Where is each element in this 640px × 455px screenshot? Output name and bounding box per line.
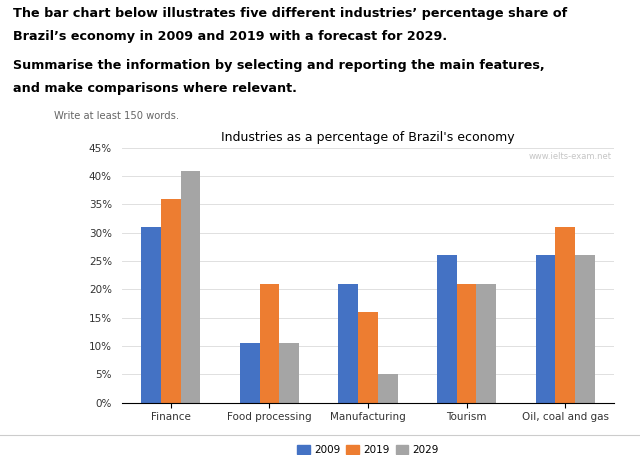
Text: and make comparisons where relevant.: and make comparisons where relevant.: [13, 82, 297, 95]
Bar: [536, 255, 556, 403]
Bar: [556, 227, 575, 403]
Bar: [279, 343, 299, 403]
Title: Industries as a percentage of Brazil's economy: Industries as a percentage of Brazil's e…: [221, 131, 515, 144]
Bar: [457, 284, 476, 403]
Legend: 2009, 2019, 2029: 2009, 2019, 2029: [293, 441, 443, 455]
Bar: [575, 255, 595, 403]
Text: The bar chart below illustrates five different industries’ percentage share of: The bar chart below illustrates five dif…: [13, 7, 567, 20]
Text: Summarise the information by selecting and reporting the main features,: Summarise the information by selecting a…: [13, 59, 545, 72]
Text: www.ielts-exam.net: www.ielts-exam.net: [529, 152, 612, 161]
Bar: [378, 374, 397, 403]
Bar: [141, 227, 161, 403]
Bar: [339, 284, 358, 403]
Bar: [476, 284, 496, 403]
Bar: [180, 171, 200, 403]
Bar: [437, 255, 457, 403]
Bar: [240, 343, 260, 403]
Bar: [358, 312, 378, 403]
Text: Brazil’s economy in 2009 and 2019 with a forecast for 2029.: Brazil’s economy in 2009 and 2019 with a…: [13, 30, 447, 43]
Text: Write at least 150 words.: Write at least 150 words.: [54, 111, 180, 121]
Bar: [161, 199, 180, 403]
Bar: [260, 284, 279, 403]
